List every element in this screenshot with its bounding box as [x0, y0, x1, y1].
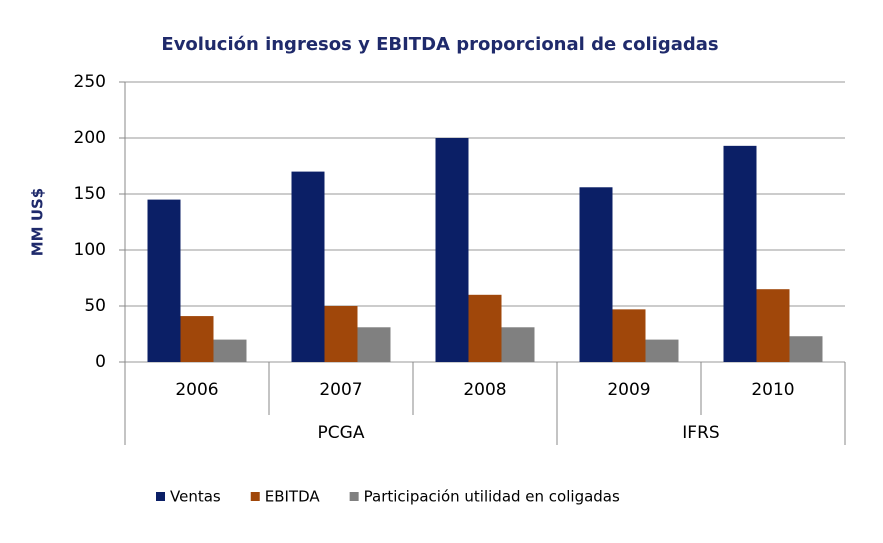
- bar: [501, 327, 535, 362]
- y-tick-label: 50: [84, 296, 106, 316]
- y-tick-label: 250: [74, 72, 106, 92]
- x-tick-label: 2010: [751, 380, 794, 400]
- y-tick-label: 150: [74, 184, 106, 204]
- bar: [645, 339, 679, 362]
- bar: [213, 339, 247, 362]
- bar: [612, 309, 646, 362]
- legend-swatch: [250, 492, 260, 501]
- legend-label: Participación utilidad en coligadas: [364, 488, 620, 506]
- x-tick-label: 2009: [607, 380, 650, 400]
- bar: [435, 138, 469, 362]
- bar: [357, 327, 391, 362]
- y-tick-label: 100: [74, 240, 106, 260]
- bar: [468, 294, 502, 362]
- y-tick-label: 0: [95, 352, 106, 372]
- legend-label: Ventas: [170, 488, 221, 506]
- x-tick-label: 2008: [463, 380, 506, 400]
- group-label: PCGA: [318, 423, 365, 443]
- bar: [789, 336, 823, 362]
- bar: [291, 171, 325, 362]
- group-label: IFRS: [682, 423, 719, 443]
- legend-swatch: [156, 492, 165, 501]
- bar: [147, 199, 181, 362]
- legend-swatch: [349, 492, 359, 501]
- bar: [756, 289, 790, 362]
- legend-label: EBITDA: [265, 488, 321, 506]
- chart-title: Evolución ingresos y EBITDA proporcional…: [161, 34, 718, 55]
- bar: [180, 316, 214, 362]
- bar: [324, 306, 358, 362]
- y-axis-label: MM US$: [29, 188, 47, 257]
- x-tick-label: 2007: [319, 380, 362, 400]
- bar: [579, 187, 613, 362]
- x-tick-label: 2006: [175, 380, 218, 400]
- bar: [723, 145, 757, 362]
- y-tick-label: 200: [74, 128, 106, 148]
